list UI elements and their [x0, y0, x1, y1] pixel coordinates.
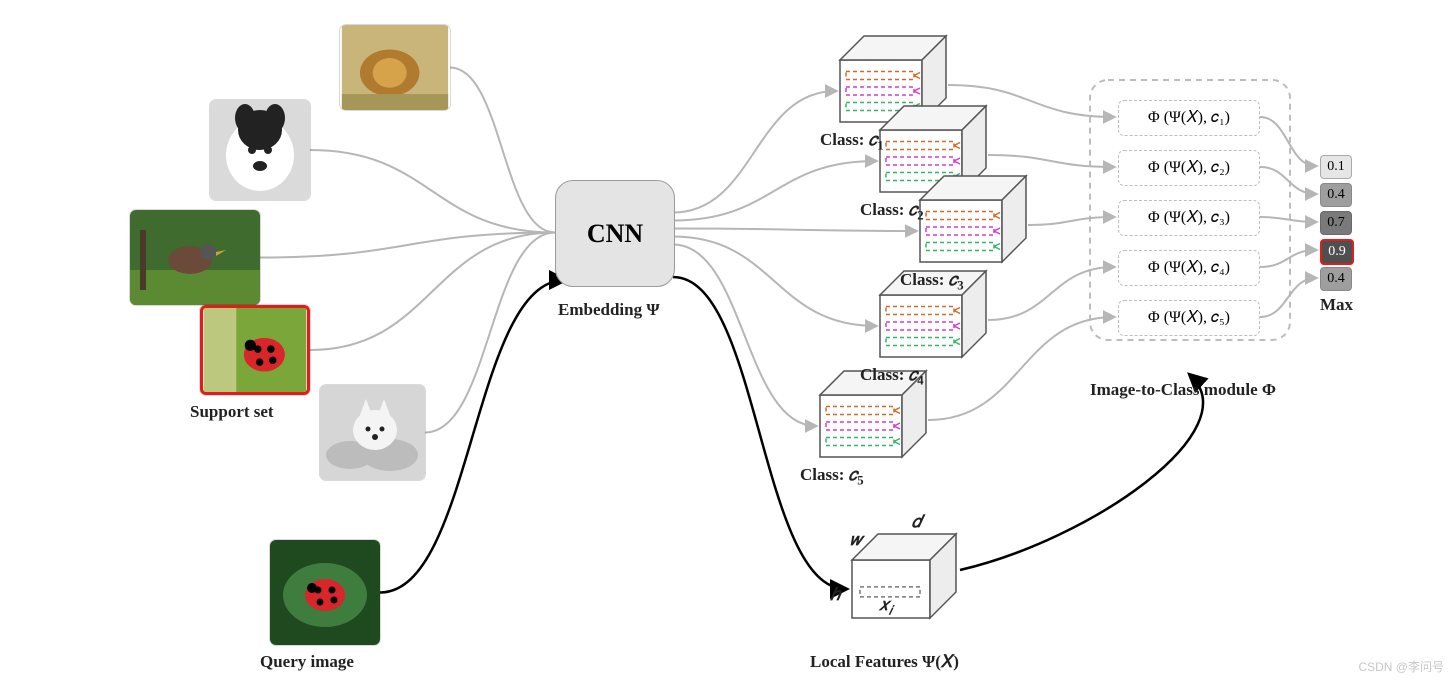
dim-d: 𝑑 — [912, 512, 922, 532]
support-thumb-lion — [340, 25, 450, 110]
class-label-2: Class: 𝑐2 — [860, 200, 924, 223]
class-label-3: Class: 𝑐3 — [900, 270, 964, 293]
phi-box-5: Φ (Ψ(𝑋), 𝑐₅) — [1118, 300, 1260, 336]
query-image-label: Query image — [260, 652, 354, 672]
score-4: 0.9 — [1320, 239, 1354, 265]
phi-box-1: Φ (Ψ(𝑋), 𝑐₁) — [1118, 100, 1260, 136]
phi-box-4: Φ (Ψ(𝑋), 𝑐₄) — [1118, 250, 1260, 286]
score-1: 0.1 — [1320, 155, 1352, 179]
phi-box-3: Φ (Ψ(𝑋), 𝑐₃) — [1118, 200, 1260, 236]
dim-xi: 𝑥𝑖 — [879, 595, 892, 618]
local-features-label: Local Features Ψ(𝑋) — [810, 652, 959, 672]
class-label-5: Class: 𝑐5 — [800, 465, 864, 488]
dim-w: 𝑤 — [850, 530, 862, 550]
class-label-1: Class: 𝑐1 — [820, 130, 884, 153]
support-thumb-fox — [320, 385, 425, 480]
score-5: 0.4 — [1320, 267, 1352, 291]
max-label: Max — [1320, 295, 1353, 315]
class-label-4: Class: 𝑐4 — [860, 365, 924, 388]
query-thumb — [270, 540, 380, 645]
score-2: 0.4 — [1320, 183, 1352, 207]
image-to-class-label: Image-to-Class module Φ — [1090, 380, 1276, 400]
score-3: 0.7 — [1320, 211, 1352, 235]
support-thumb-ladybug — [200, 305, 310, 395]
phi-box-2: Φ (Ψ(𝑋), 𝑐₂) — [1118, 150, 1260, 186]
support-set-label: Support set — [190, 402, 274, 422]
watermark: CSDN @李问号 — [1358, 658, 1444, 675]
support-thumb-bird — [130, 210, 260, 305]
embedding-label: Embedding Ψ — [558, 300, 660, 320]
dim-h: ℎ — [830, 585, 841, 605]
support-thumb-dog — [210, 100, 310, 200]
cnn-box: CNN — [555, 180, 675, 287]
